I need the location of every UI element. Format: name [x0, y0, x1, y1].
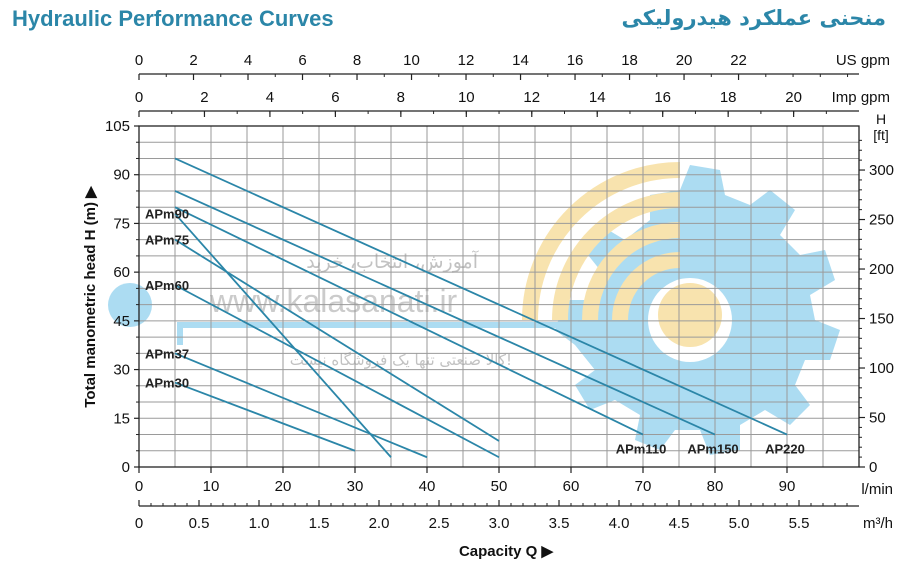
series-label-apm90: APm90 [145, 207, 189, 222]
y-right-tick-label: 50 [869, 410, 886, 427]
imp-gpm-axis-tick-label: 16 [654, 89, 671, 106]
m3h-axis-tick-label: 1.5 [309, 515, 330, 532]
us-gpm-axis-tick-label: 2 [189, 52, 197, 69]
y-tick-label: 105 [105, 118, 130, 135]
series-line-ap220 [174, 157, 788, 436]
m3h-axis-tick-label: 3.5 [549, 515, 570, 532]
x-tick-label: 50 [491, 478, 508, 495]
us-gpm-axis-tick-label: 14 [512, 52, 529, 69]
imp-gpm-axis-tick-label: 18 [720, 89, 737, 106]
series-line-apm150 [174, 190, 716, 436]
y-tick-label: 0 [122, 459, 130, 476]
y-right-tick-label: 100 [869, 360, 894, 377]
us-gpm-axis-tick-label: 10 [403, 52, 420, 69]
wifi-arcs-icon [522, 162, 681, 321]
m3h-axis-tick-label: 5.0 [729, 515, 750, 532]
chart-series [174, 157, 788, 459]
us-gpm-axis-tick-label: 20 [676, 52, 693, 69]
m3h-axis-tick-label: 5.5 [789, 515, 810, 532]
x-unit-label: l/min [861, 481, 893, 498]
series-label-apm75: APm75 [145, 233, 189, 248]
x-tick-label: 10 [203, 478, 220, 495]
y-tick-label: 15 [113, 410, 130, 427]
chart-title: Hydraulic Performance Curves [12, 6, 334, 31]
series-line-apm90 [174, 213, 392, 458]
us-gpm-axis-unit-label: US gpm [836, 52, 890, 69]
watermark-logo: آموزش، انتخاب، خرید www.kalasanati.ir کا… [108, 162, 840, 455]
axis-labels: Total manometric head H (m) ▶ H[ft] US gpm… [82, 52, 893, 560]
series-label-apm150: APm150 [687, 442, 738, 457]
imp-gpm-axis-tick-label: 2 [200, 89, 208, 106]
y-right-tick-label: 250 [869, 212, 894, 229]
watermark-underline [177, 322, 560, 345]
us-gpm-axis-tick-label: 8 [353, 52, 361, 69]
series-label-apm37: APm37 [145, 346, 189, 361]
watermark-badge [108, 283, 152, 327]
series-line-apm75 [174, 238, 500, 442]
y-tick-label: 90 [113, 167, 130, 184]
x-tick-label: 20 [275, 478, 292, 495]
chart-title-persian: منحنی عملکرد هیدرولیکی [621, 6, 886, 30]
series-line-apm110 [174, 206, 644, 436]
x-tick-label: 60 [563, 478, 580, 495]
x-tick-label: 40 [419, 478, 436, 495]
imp-gpm-axis-tick-label: 10 [458, 89, 475, 106]
imp-gpm-axis-tick-label: 8 [397, 89, 405, 106]
x-tick-label: 90 [779, 478, 796, 495]
imp-gpm-axis-tick-label: 0 [135, 89, 143, 106]
us-gpm-axis-tick-label: 4 [244, 52, 252, 69]
m3h-axis-tick-label: 0.5 [189, 515, 210, 532]
chart-grid [139, 126, 859, 467]
y-tick-label: 60 [113, 264, 130, 281]
y-right-tick-label: 0 [869, 459, 877, 476]
imp-gpm-axis-tick-label: 4 [266, 89, 274, 106]
m3h-axis-tick-label: 3.0 [489, 515, 510, 532]
us-gpm-axis-tick-label: 12 [458, 52, 475, 69]
us-gpm-axis-tick-label: 6 [298, 52, 306, 69]
m3h-axis-tick-label: 0 [135, 515, 143, 532]
us-gpm-axis-tick-label: 0 [135, 52, 143, 69]
series-line-apm37 [174, 352, 428, 459]
series-label-apm30: APm30 [145, 376, 189, 391]
watermark-tagline: آموزش، انتخاب، خرید [306, 249, 478, 273]
imp-gpm-axis-tick-label: 20 [785, 89, 802, 106]
y-right-unit-label: H [876, 111, 886, 127]
watermark-url: www.kalasanati.ir [209, 283, 458, 319]
y-axis-label: Total manometric head H (m) ▶ [82, 185, 99, 408]
imp-gpm-axis-tick-label: 6 [331, 89, 339, 106]
m3h-axis-tick-label: 2.0 [369, 515, 390, 532]
y-right-unit-label: [ft] [873, 127, 889, 143]
series-line-apm60 [174, 284, 500, 459]
x-tick-label: 0 [135, 478, 143, 495]
us-gpm-axis-tick-label: 22 [730, 52, 747, 69]
m3h-axis-tick-label: 4.5 [669, 515, 690, 532]
watermark-slogan: کالا صنعتی تنها یک فروشگاه نیست! [290, 351, 512, 369]
y-tick-label: 30 [113, 362, 130, 379]
m3h-unit-label: m³/h [863, 515, 893, 532]
x-axis-label: Capacity Q ▶ [459, 543, 555, 560]
x-tick-label: 70 [635, 478, 652, 495]
series-label-apm110: APm110 [616, 442, 667, 457]
m3h-axis-tick-label: 4.0 [609, 515, 630, 532]
imp-gpm-axis-tick-label: 12 [523, 89, 540, 106]
m3h-axis-tick-label: 2.5 [429, 515, 450, 532]
series-line-apm30 [174, 381, 356, 452]
x-tick-label: 30 [347, 478, 364, 495]
us-gpm-axis-tick-label: 16 [567, 52, 584, 69]
series-label-ap220: AP220 [765, 442, 805, 457]
us-gpm-axis-tick-label: 18 [621, 52, 638, 69]
y-right-tick-label: 300 [869, 162, 894, 179]
watermark-dot [658, 283, 722, 347]
series-label-apm60: APm60 [145, 278, 189, 293]
y-right-tick-label: 150 [869, 311, 894, 328]
imp-gpm-axis-unit-label: Imp gpm [832, 89, 890, 106]
y-right-tick-label: 200 [869, 261, 894, 278]
y-tick-label: 75 [113, 215, 130, 232]
m3h-axis-tick-label: 1.0 [249, 515, 270, 532]
y-tick-label: 45 [113, 313, 130, 330]
imp-gpm-axis-tick-label: 14 [589, 89, 606, 106]
x-tick-label: 80 [707, 478, 724, 495]
